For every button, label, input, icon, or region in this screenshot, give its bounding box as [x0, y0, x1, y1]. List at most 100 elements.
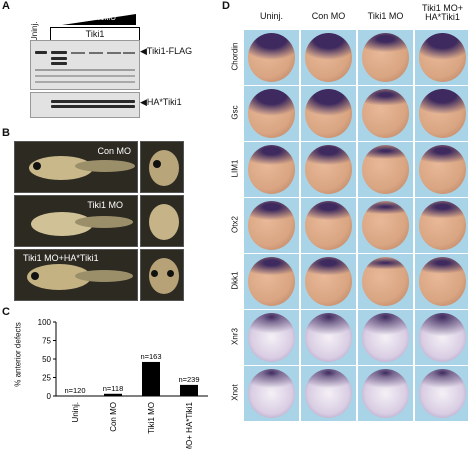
embryo — [248, 33, 295, 82]
embryo — [248, 369, 295, 418]
embryo — [248, 145, 295, 194]
panel-label-b: B — [2, 127, 10, 139]
in-situ-cell — [301, 198, 356, 253]
row-label-6: Xnot — [230, 384, 240, 401]
column-header-3: Tiki1 MO+ HA*Tiki1 — [422, 3, 463, 22]
embryo — [362, 89, 409, 138]
in-situ-cell — [301, 366, 356, 421]
embryo — [419, 369, 466, 418]
embryo — [305, 257, 352, 306]
in-situ-cell — [301, 86, 356, 141]
row-label-1: Gsc — [230, 105, 240, 120]
y-tick-label: 0 — [47, 392, 52, 401]
row-label-3: Otx2 — [230, 216, 240, 234]
tadpole-head-tiki1 — [140, 195, 184, 247]
in-situ-cell — [301, 142, 356, 197]
embryo — [362, 145, 409, 194]
in-situ-cell — [244, 30, 299, 85]
in-situ-cell — [244, 142, 299, 197]
bar-3 — [180, 384, 198, 396]
embryo — [419, 257, 466, 306]
in-situ-cell — [301, 30, 356, 85]
n-label-1: n=118 — [103, 384, 124, 393]
in-situ-cell — [244, 366, 299, 421]
category-label-2: Tiki1 MO — [147, 402, 156, 434]
n-label-3: n=239 — [178, 375, 199, 384]
band-label-ha-tiki1: ◀HA*Tiki1 — [140, 97, 182, 107]
panel-label-c: C — [2, 306, 10, 318]
embryo — [419, 313, 466, 362]
in-situ-cell — [415, 254, 468, 309]
tadpole-label-tiki1: Tiki1 MO — [87, 200, 123, 210]
in-situ-grid: Uninj. Con MO Tiki1 MO Tiki1 MO+ HA*Tiki1 Ch… — [230, 0, 468, 449]
n-label-0: n=120 — [64, 386, 85, 395]
embryo — [305, 313, 352, 362]
mo-gradient-wedge — [62, 14, 136, 25]
y-tick-label: 100 — [38, 318, 52, 327]
in-situ-cell — [244, 254, 299, 309]
row-label-0: Chordin — [230, 42, 240, 71]
tadpole-label-rescue: Tiki1 MO+HA*Tiki1 — [23, 253, 99, 263]
anterior-defects-chart: 0 25 50 75 100 n=120 Uninj. n=118 Con MO n=163 Tik… — [38, 318, 208, 449]
tadpole-photo-tiki1: Tiki1 MO — [14, 195, 138, 247]
category-label-0: Uninj. — [71, 402, 80, 422]
in-situ-cell — [358, 366, 413, 421]
in-situ-cell — [358, 198, 413, 253]
in-situ-cell — [301, 254, 356, 309]
tadpole-head-con — [140, 141, 184, 193]
embryo — [362, 33, 409, 82]
panel-label-d: D — [222, 0, 230, 12]
tadpole-photo-rescue: Tiki1 MO+HA*Tiki1 — [14, 249, 138, 301]
column-header-1: Con MO — [311, 11, 346, 21]
embryo — [362, 257, 409, 306]
mo-gradient-label: Tiki1MO — [90, 15, 116, 22]
y-tick-label: 50 — [42, 355, 51, 364]
in-situ-cell — [358, 254, 413, 309]
y-tick-label: 25 — [42, 374, 51, 383]
embryo — [419, 33, 466, 82]
blot-ha — [30, 92, 140, 118]
in-situ-cell — [244, 310, 299, 365]
row-label-5: Xnr3 — [230, 328, 240, 346]
in-situ-cell — [244, 198, 299, 253]
in-situ-cell — [415, 30, 468, 85]
embryo — [305, 145, 352, 194]
in-situ-cell — [358, 310, 413, 365]
tadpole-photo-con: Con MO — [14, 141, 138, 193]
embryo — [362, 313, 409, 362]
tiki1-lane-box: Tiki1 — [50, 27, 140, 41]
uninj-lane-label: Uninj. — [30, 21, 39, 42]
in-situ-cell — [415, 366, 468, 421]
row-label-4: Dkk1 — [230, 271, 240, 290]
row-label-2: LIM1 — [230, 159, 240, 178]
in-situ-cell — [415, 310, 468, 365]
in-situ-cell — [358, 142, 413, 197]
in-situ-cell — [244, 86, 299, 141]
embryo — [248, 89, 295, 138]
in-situ-cell — [415, 86, 468, 141]
y-tick-label: 75 — [42, 337, 51, 346]
embryo — [305, 33, 352, 82]
embryo — [248, 257, 295, 306]
band-label-tiki1-flag: ◀Tiki1-FLAG — [140, 46, 193, 56]
panel-label-a: A — [2, 0, 10, 12]
embryo — [305, 89, 352, 138]
column-header-0: Uninj. — [259, 11, 283, 21]
tadpole-head-rescue — [140, 249, 184, 301]
n-label-2: n=163 — [140, 352, 161, 361]
in-situ-cell — [301, 310, 356, 365]
category-label-3: Tiki1 MO+ HA*Tiki1 — [185, 401, 194, 449]
embryo — [419, 89, 466, 138]
tadpole-label-con: Con MO — [97, 146, 131, 156]
embryo — [305, 201, 352, 250]
embryo — [419, 201, 466, 250]
embryo — [362, 201, 409, 250]
column-header-2: Tiki1 MO — [367, 11, 404, 21]
embryo — [419, 145, 466, 194]
in-situ-cell — [415, 198, 468, 253]
embryo — [362, 369, 409, 418]
embryo — [248, 201, 295, 250]
embryo — [305, 369, 352, 418]
in-situ-cell — [415, 142, 468, 197]
blot-flag — [30, 40, 140, 90]
